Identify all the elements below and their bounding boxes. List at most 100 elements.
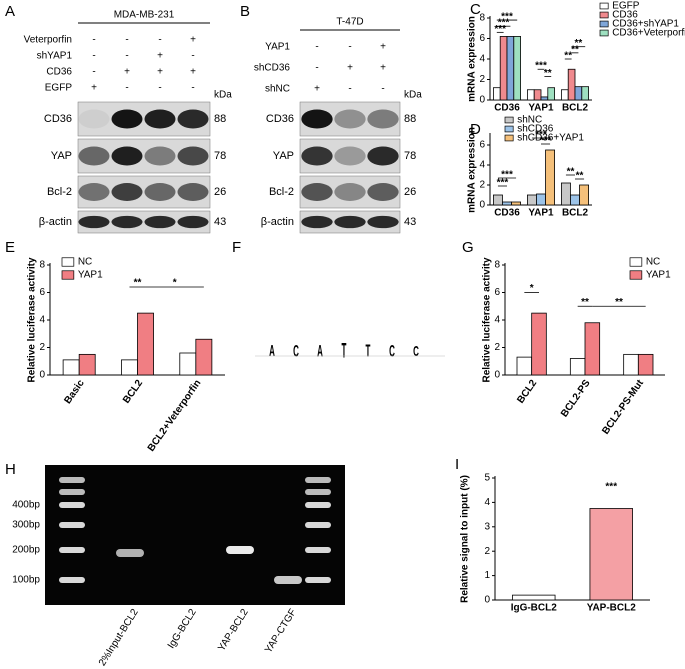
bar [179, 352, 197, 376]
blot-band [334, 109, 366, 129]
bar [527, 194, 537, 206]
blot-background [299, 101, 401, 137]
legend-label: YAP1 [78, 270, 103, 281]
blot-band [111, 109, 143, 129]
condition-sign: + [157, 67, 163, 78]
blot-band [301, 215, 333, 229]
condition-label: shCD36 [254, 63, 291, 74]
ladder-band [59, 522, 85, 528]
ladder-band [305, 522, 331, 528]
condition-sign: - [158, 35, 161, 46]
y-tick-label: 8 [39, 260, 45, 271]
y-tick-label: 8 [479, 13, 485, 24]
lane-label: 2%Input-BCL2 [97, 607, 141, 668]
ladder-band [59, 547, 85, 553]
ladder-band [305, 502, 331, 508]
condition-sign: - [92, 51, 95, 62]
ladder-band [305, 477, 331, 483]
significance-label: * [530, 283, 534, 294]
blot-label: β-actin [39, 216, 72, 228]
blot-background [77, 210, 211, 234]
significance-label: *** [540, 135, 552, 146]
blot-band [367, 215, 399, 229]
legend-swatch [599, 29, 609, 37]
logo-letter: A [269, 342, 275, 360]
condition-sign: - [158, 83, 161, 94]
significance-label: *** [535, 129, 547, 140]
gel-band [274, 576, 302, 584]
ladder-band [305, 547, 331, 553]
condition-sign: - [92, 35, 95, 46]
condition-sign: + [190, 35, 196, 46]
y-tick-label: 6 [39, 287, 45, 298]
x-tick-label: YAP1 [528, 103, 554, 114]
blot-band [111, 146, 143, 166]
condition-label: EGFP [45, 83, 73, 94]
logo-letter: C [293, 341, 299, 360]
bar [78, 353, 96, 376]
legend-label: NC [78, 257, 92, 268]
x-tick-label: YAP1 [528, 208, 554, 219]
significance-label: ** [564, 50, 572, 61]
y-axis-label: mRNA expression [467, 16, 478, 102]
condition-sign: - [191, 83, 194, 94]
significance-label: ** [576, 170, 584, 181]
bar [589, 508, 633, 601]
x-tick-label: BCL2-PS-Mut [600, 377, 646, 436]
y-axis-label: mRNA expression [467, 127, 478, 213]
ladder-band [59, 477, 85, 483]
bar [540, 96, 549, 101]
marker-label: 100bp [12, 575, 40, 586]
condition-sign: + [347, 63, 353, 74]
condition-sign: - [125, 51, 128, 62]
y-tick-label: 2 [484, 546, 490, 557]
significance-label: ** [544, 68, 552, 79]
condition-sign: - [315, 63, 318, 74]
blot-label: Bcl-2 [47, 186, 72, 198]
significance-label: *** [497, 177, 509, 188]
y-tick-label: 8 [494, 260, 500, 271]
legend-label: EGFP [612, 1, 640, 12]
legend-label: shNC [517, 115, 542, 126]
y-tick-label: 4 [39, 315, 45, 326]
condition-sign: - [125, 83, 128, 94]
condition-sign: + [91, 83, 97, 94]
y-tick-label: 6 [479, 33, 485, 44]
blot-band [367, 183, 399, 201]
x-tick-label: BCL2 [562, 103, 589, 114]
x-tick-label: YAP-BCL2 [587, 603, 637, 614]
y-tick-label: 2 [494, 342, 500, 353]
x-tick-label: IgG-BCL2 [511, 603, 558, 614]
bar [492, 87, 501, 101]
bar [637, 353, 654, 376]
condition-label: shNC [265, 84, 290, 95]
y-tick-label: 2 [479, 180, 485, 191]
bar [569, 358, 586, 376]
legend-swatch [629, 270, 643, 280]
ladder-band [59, 502, 85, 508]
blot-label: YAP [273, 150, 294, 162]
condition-sign: + [380, 42, 386, 53]
condition-sign: + [190, 67, 196, 78]
logo-letter: T [342, 340, 347, 362]
kda-value: 78 [404, 150, 416, 162]
y-axis-label: Relative signal to input (%) [460, 475, 471, 603]
significance-label: *** [501, 169, 513, 180]
blot-band [301, 109, 333, 129]
logo-letter: T [366, 340, 371, 361]
significance-label: ** [575, 38, 583, 49]
panel-letter: C [470, 1, 481, 18]
y-tick-label: 0 [479, 200, 485, 211]
y-tick-label: 3 [484, 521, 490, 532]
blot-band [367, 146, 399, 166]
blot-title: MDA-MB-231 [114, 10, 175, 21]
bar [570, 194, 580, 206]
marker-label: 300bp [12, 520, 40, 531]
bar [511, 201, 521, 206]
y-axis-label: Relative luciferase activity [482, 257, 493, 383]
bar [137, 312, 154, 376]
legend-swatch [61, 270, 75, 280]
condition-sign: - [348, 42, 351, 53]
bar [623, 353, 639, 376]
